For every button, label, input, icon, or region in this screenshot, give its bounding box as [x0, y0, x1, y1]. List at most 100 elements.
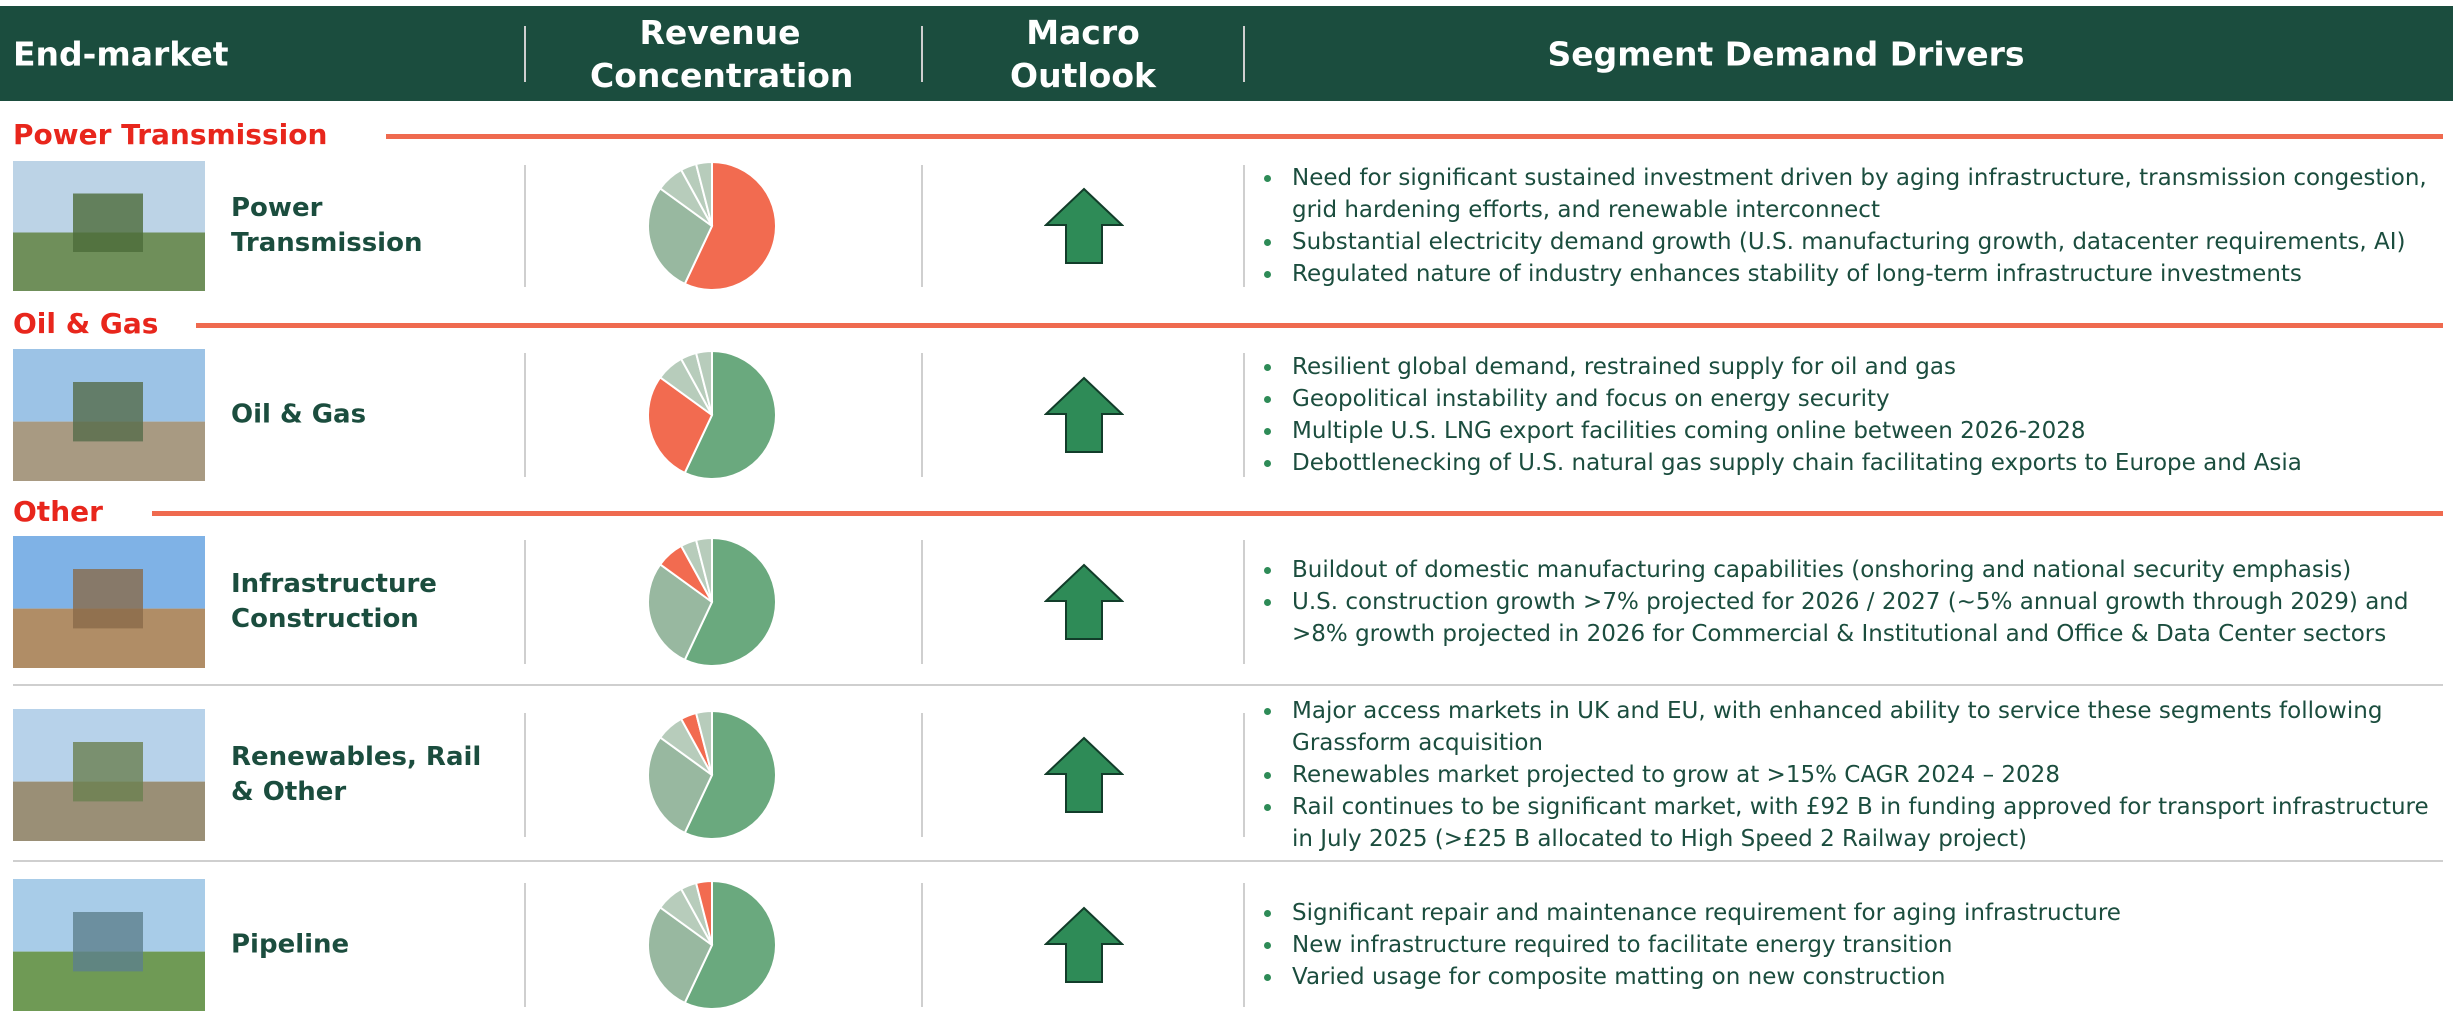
- demand-drivers: Significant repair and maintenance requi…: [1262, 897, 2442, 993]
- outlook-arrow: [1044, 376, 1124, 453]
- section-title: Oil & Gas: [13, 307, 159, 340]
- arrow-shape: [1044, 187, 1124, 264]
- photo: [13, 709, 205, 841]
- pie-chart: [647, 349, 777, 480]
- divider: [524, 26, 526, 82]
- divider: [524, 883, 526, 1007]
- divider: [921, 26, 923, 82]
- row-label: Oil & Gas: [231, 399, 367, 430]
- header-bar: End-market Revenue Concentration Macro O…: [0, 6, 2453, 101]
- pie-slice: [683, 879, 777, 1010]
- pie-chart: [647, 536, 777, 667]
- driver-bullet: Debottlenecking of U.S. natural gas supp…: [1262, 447, 2442, 479]
- pie-slice: [647, 375, 714, 475]
- section-rule: [152, 511, 2443, 516]
- divider: [921, 883, 923, 1007]
- demand-drivers: Buildout of domestic manufacturing capab…: [1262, 554, 2442, 650]
- driver-bullet: Buildout of domestic manufacturing capab…: [1262, 554, 2442, 586]
- row: Oil & Gas Resilient global demand, restra…: [0, 349, 2453, 481]
- pie-slice: [694, 160, 713, 227]
- pie-slice: [694, 879, 713, 946]
- column-header: Segment Demand Drivers: [1547, 34, 2025, 73]
- divider: [1243, 883, 1245, 1007]
- pie-slice: [647, 562, 714, 662]
- outlook-arrow: [1044, 187, 1124, 264]
- photo-object: [73, 912, 143, 972]
- pie-slice: [683, 349, 777, 480]
- driver-bullet: Rail continues to be significant market,…: [1262, 791, 2442, 855]
- section-rule: [386, 134, 2443, 139]
- driver-bullet: Resilient global demand, restrained supp…: [1262, 351, 2442, 383]
- pie-slice: [694, 709, 713, 776]
- driver-bullet: Need for significant sustained investmen…: [1262, 162, 2442, 226]
- driver-bullet: Significant repair and maintenance requi…: [1262, 897, 2442, 929]
- driver-bullet: Major access markets in UK and EU, with …: [1262, 695, 2442, 759]
- row: Renewables, Rail & Other Major access mar…: [0, 698, 2453, 852]
- divider: [524, 165, 526, 287]
- pie-slice: [683, 160, 777, 291]
- divider: [524, 540, 526, 664]
- pie-slice: [694, 349, 713, 416]
- row-label: Infrastructure Construction: [231, 569, 437, 634]
- divider: [1243, 165, 1245, 287]
- driver-bullet: Varied usage for composite matting on ne…: [1262, 961, 2442, 993]
- outlook-arrow: [1044, 736, 1124, 813]
- driver-bullet: Substantial electricity demand growth (U…: [1262, 226, 2442, 258]
- divider: [921, 713, 923, 837]
- row-separator: [13, 684, 2443, 686]
- arrow-shape: [1044, 376, 1124, 453]
- pie-chart: [647, 160, 777, 291]
- outlook-arrow: [1044, 563, 1124, 640]
- outlook-arrow: [1044, 906, 1124, 983]
- row-separator: [13, 860, 2443, 862]
- pie-slice: [683, 709, 777, 840]
- driver-bullet: New infrastructure required to facilitat…: [1262, 929, 2442, 961]
- section-title: Other: [13, 495, 103, 528]
- driver-bullet: Geopolitical instability and focus on en…: [1262, 383, 2442, 415]
- photo-object: [73, 193, 143, 252]
- photo: [13, 349, 205, 481]
- row: Pipeline Significant repair and maintenan…: [0, 879, 2453, 1011]
- row: Power Transmission Need for significant s…: [0, 160, 2453, 291]
- section-title: Power Transmission: [13, 118, 328, 151]
- column-header: Macro Outlook: [1010, 12, 1156, 95]
- row-label: Pipeline: [231, 929, 350, 960]
- divider: [1243, 713, 1245, 837]
- photo: [13, 161, 205, 291]
- row-label: Renewables, Rail & Other: [231, 742, 482, 807]
- arrow-shape: [1044, 563, 1124, 640]
- row-label: Power Transmission: [231, 193, 423, 258]
- pie-chart: [647, 879, 777, 1010]
- pie-slice: [647, 735, 714, 835]
- divider: [524, 713, 526, 837]
- arrow-shape: [1044, 906, 1124, 983]
- divider: [921, 165, 923, 287]
- divider: [921, 353, 923, 477]
- photo: [13, 879, 205, 1011]
- pie-slice: [647, 186, 714, 286]
- driver-bullet: Regulated nature of industry enhances st…: [1262, 258, 2442, 290]
- driver-bullet: Renewables market projected to grow at >…: [1262, 759, 2442, 791]
- divider: [1243, 26, 1245, 82]
- pie-slice: [694, 536, 713, 603]
- photo: [13, 536, 205, 668]
- photo-object: [73, 742, 143, 802]
- column-header: Revenue Concentration: [590, 12, 854, 95]
- section-rule: [196, 323, 2443, 328]
- pie-chart: [647, 709, 777, 840]
- arrow-shape: [1044, 736, 1124, 813]
- demand-drivers: Major access markets in UK and EU, with …: [1262, 695, 2442, 855]
- row: Infrastructure Construction Buildout of d…: [0, 536, 2453, 668]
- pie-slice: [647, 905, 714, 1005]
- divider: [1243, 540, 1245, 664]
- divider: [1243, 353, 1245, 477]
- divider: [524, 353, 526, 477]
- demand-drivers: Resilient global demand, restrained supp…: [1262, 351, 2442, 479]
- driver-bullet: Multiple U.S. LNG export facilities comi…: [1262, 415, 2442, 447]
- photo-object: [73, 569, 143, 629]
- column-header: End-market: [13, 34, 229, 73]
- divider: [921, 540, 923, 664]
- demand-drivers: Need for significant sustained investmen…: [1262, 162, 2442, 290]
- pie-slice: [683, 536, 777, 667]
